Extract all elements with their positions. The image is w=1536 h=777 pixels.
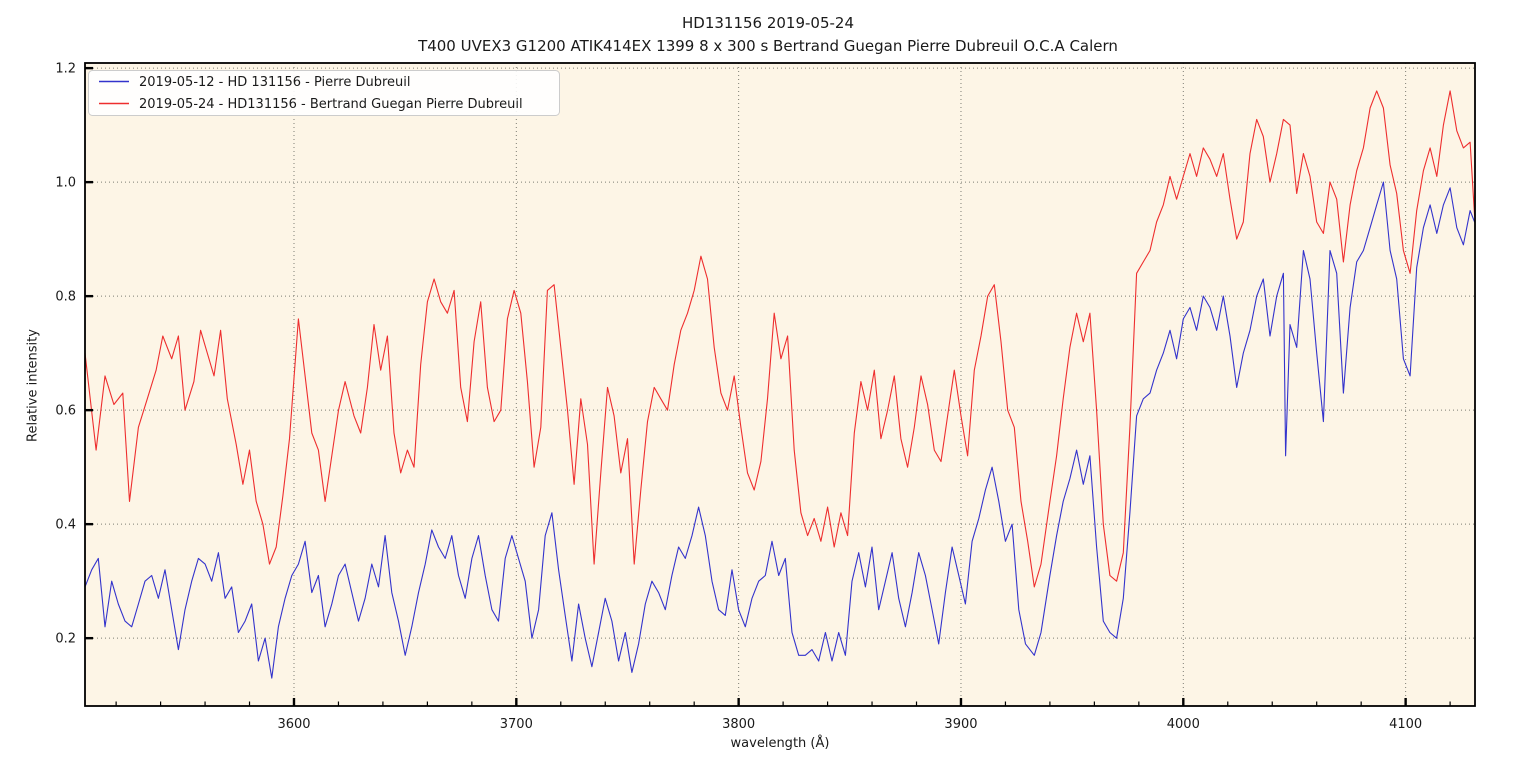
y-axis-label: Relative intensity (25, 329, 41, 442)
axes-background (85, 63, 1475, 706)
x-tick-label-3900: 3900 (944, 717, 977, 732)
legend-label-0: 2019-05-12 - HD 131156 - Pierre Dubreuil (139, 75, 411, 90)
y-tick-label-0.6: 0.6 (55, 404, 76, 419)
y-tick-label-1.2: 1.2 (55, 62, 76, 77)
chart-subtitle: T400 UVEX3 G1200 ATIK414EX 1399 8 x 300 … (418, 37, 1118, 55)
y-tick-label-0.2: 0.2 (55, 632, 76, 647)
y-tick-label-1: 1.0 (55, 176, 76, 191)
y-tick-label-0.4: 0.4 (55, 518, 76, 533)
legend-box (88, 70, 560, 116)
x-tick-label-3800: 3800 (722, 717, 755, 732)
series-line-1 (84, 90, 1476, 588)
legend-label-1: 2019-05-24 - HD131156 - Bertrand Guegan … (139, 97, 523, 112)
x-tick-label-3600: 3600 (277, 717, 310, 732)
series-line-0 (84, 181, 1476, 679)
chart-title: HD131156 2019-05-24 (681, 14, 855, 32)
x-tick-label-3700: 3700 (500, 717, 533, 732)
x-tick-label-4100: 4100 (1389, 717, 1422, 732)
x-tick-label-4000: 4000 (1167, 717, 1200, 732)
axes-frame (84, 62, 1476, 707)
y-tick-label-0.8: 0.8 (55, 290, 76, 305)
x-axis-label: wavelength (Å) (730, 736, 830, 751)
